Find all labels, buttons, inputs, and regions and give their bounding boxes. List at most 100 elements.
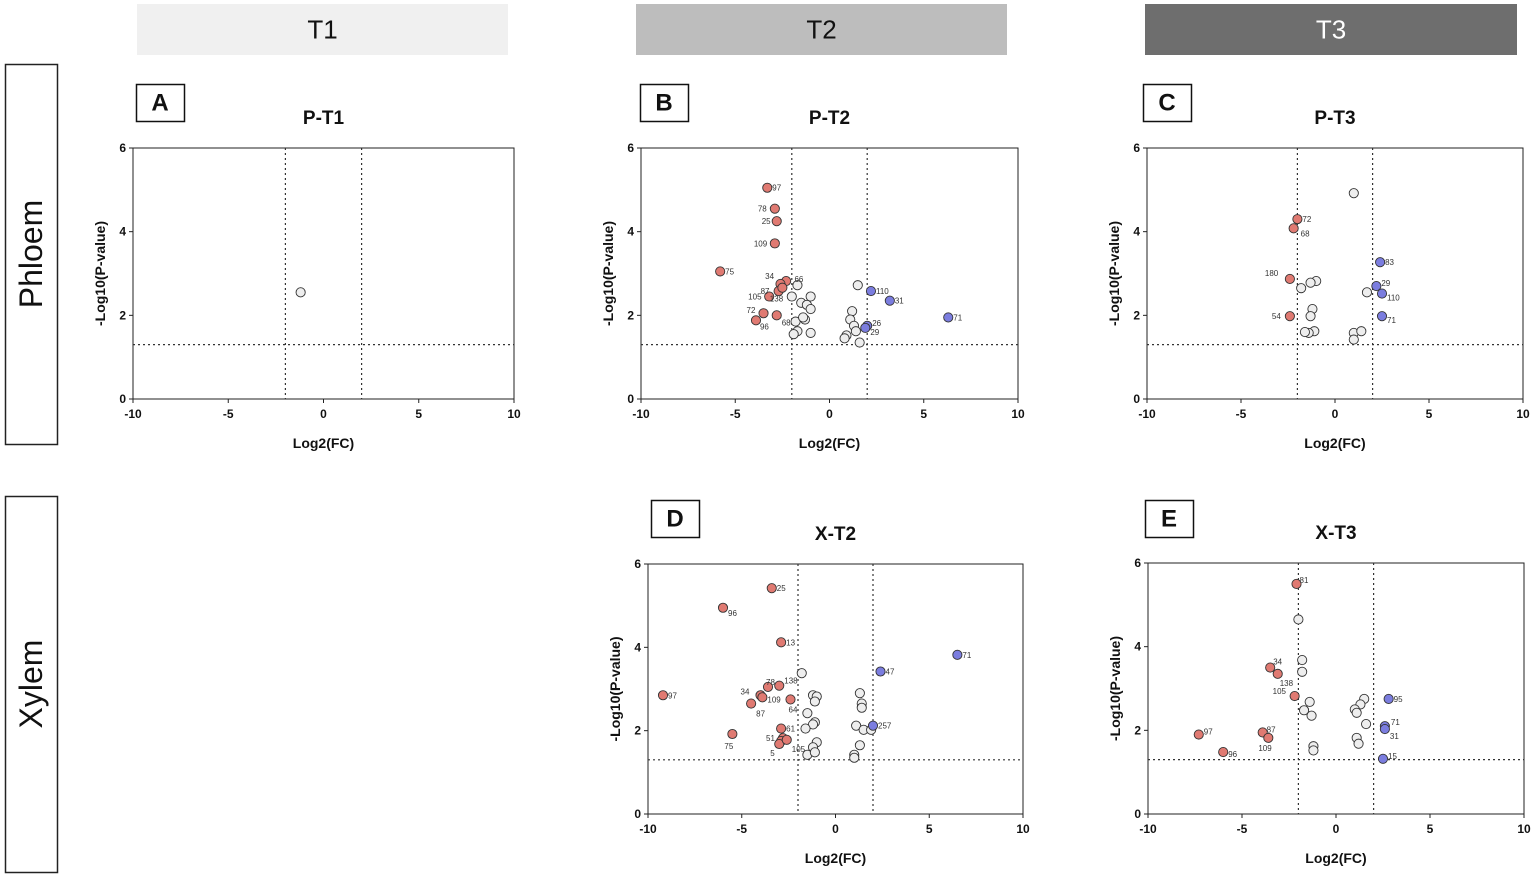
point-label: 75 <box>724 742 733 751</box>
point-neutral <box>796 668 807 679</box>
point-label: 31 <box>895 297 904 306</box>
point-label: 47 <box>886 668 895 677</box>
column-header-label: T3 <box>1316 15 1346 45</box>
y-tick-label: 2 <box>1134 723 1141 737</box>
point-label: 78 <box>766 678 775 687</box>
x-tick-label: 10 <box>1011 407 1025 421</box>
y-tick-label: 4 <box>119 225 126 239</box>
point-down <box>1291 578 1302 589</box>
x-tick-label: -10 <box>639 822 657 836</box>
point-neutral <box>854 337 865 348</box>
point-label: 96 <box>1228 750 1237 759</box>
x-tick-label: 10 <box>1516 407 1530 421</box>
y-tick-label: 2 <box>627 308 634 322</box>
point-down <box>771 310 782 321</box>
x-tick-label: -5 <box>736 822 747 836</box>
y-axis-label: -Log10(P-value) <box>1106 221 1122 326</box>
point-label: 29 <box>1381 279 1390 288</box>
point-down <box>766 583 777 594</box>
y-tick-label: 6 <box>1133 141 1140 155</box>
panel-title: P-T1 <box>303 108 345 129</box>
point-label: 138 <box>1280 679 1294 688</box>
y-tick-label: 6 <box>119 141 126 155</box>
point-label: 34 <box>1273 658 1282 667</box>
point-label: 25 <box>762 217 771 226</box>
point-label: 5 <box>770 749 775 758</box>
point-label: 96 <box>728 609 737 618</box>
point-label: 97 <box>772 184 781 193</box>
point-label: 109 <box>754 239 768 248</box>
x-tick-label: 0 <box>826 407 833 421</box>
point-label: 87 <box>1267 725 1276 734</box>
point-neutral <box>1348 334 1359 345</box>
point-neutral <box>802 708 813 719</box>
point-label: 25 <box>777 584 786 593</box>
point-down <box>657 690 669 701</box>
point-label: 31 <box>1390 732 1399 741</box>
point-label: 68 <box>1301 229 1310 238</box>
point-label: 81 <box>1300 576 1309 585</box>
point-up <box>1383 693 1394 705</box>
point-label: 71 <box>1391 718 1400 727</box>
point-label: 64 <box>789 705 798 714</box>
panel-b: B P-T2 -10 -5 0 5 10 0 2 4 6 Log2(FC) -Log10(P-value… <box>600 83 1025 451</box>
point-neutral <box>1293 614 1304 625</box>
x-tick-label: -10 <box>1138 407 1156 421</box>
point-down <box>781 734 792 745</box>
point-neutral <box>1304 696 1315 707</box>
point-neutral <box>1305 277 1316 288</box>
panel-letter: C <box>1158 90 1175 117</box>
point-label: 75 <box>725 267 734 276</box>
row-label-text: Phloem <box>13 200 49 309</box>
plot-area <box>132 147 515 400</box>
point-neutral <box>1353 738 1364 749</box>
column-header-bg <box>636 4 1007 55</box>
y-tick-label: 4 <box>1134 640 1141 654</box>
point-label: 105 <box>748 293 762 302</box>
point-neutral <box>809 696 820 707</box>
row-labels: Phloem Xylem <box>4 63 59 874</box>
x-tick-label: 5 <box>1426 407 1433 421</box>
point-label: 26 <box>872 319 881 328</box>
point-label: 13 <box>786 638 795 647</box>
point-neutral <box>788 329 799 340</box>
point-neutral <box>798 312 809 323</box>
point-neutral <box>790 316 801 327</box>
point-neutral <box>805 291 816 302</box>
point-label: 72 <box>747 306 756 315</box>
point-down <box>762 182 773 193</box>
plot-area <box>640 147 1019 400</box>
point-label: 29 <box>870 328 879 337</box>
plot-area <box>1146 147 1524 400</box>
point-neutral <box>807 719 819 730</box>
x-axis-label: Log2(FC) <box>293 435 354 451</box>
y-tick-label: 0 <box>1134 807 1141 821</box>
point-neutral <box>854 688 865 699</box>
y-tick-label: 0 <box>634 807 641 821</box>
point-label: 71 <box>953 313 962 322</box>
plot-area <box>647 563 1024 815</box>
point-neutral <box>1348 188 1359 199</box>
y-tick-label: 4 <box>627 225 634 239</box>
point-label: 105 <box>792 745 806 754</box>
point-neutral <box>809 747 820 758</box>
point-neutral <box>792 280 803 291</box>
point-down <box>771 216 782 227</box>
point-label: 109 <box>767 695 781 704</box>
panel-title: X-T3 <box>1315 523 1356 544</box>
row-label-xylem: Xylem <box>4 495 59 874</box>
x-axis-label: Log2(FC) <box>805 850 866 866</box>
point-neutral <box>1361 719 1372 730</box>
point-up <box>865 286 877 297</box>
point-up <box>884 295 895 306</box>
x-axis-label: Log2(FC) <box>1305 850 1366 866</box>
point-neutral <box>295 287 306 298</box>
panel-letter-box <box>639 83 690 123</box>
x-tick-label: -10 <box>632 407 650 421</box>
row-label-phloem: Phloem <box>4 63 59 446</box>
x-tick-label: -10 <box>1139 822 1157 836</box>
x-tick-label: 5 <box>926 822 933 836</box>
point-neutral <box>1305 311 1316 322</box>
panel-title: P-T3 <box>1314 108 1355 129</box>
point-up <box>860 322 871 333</box>
